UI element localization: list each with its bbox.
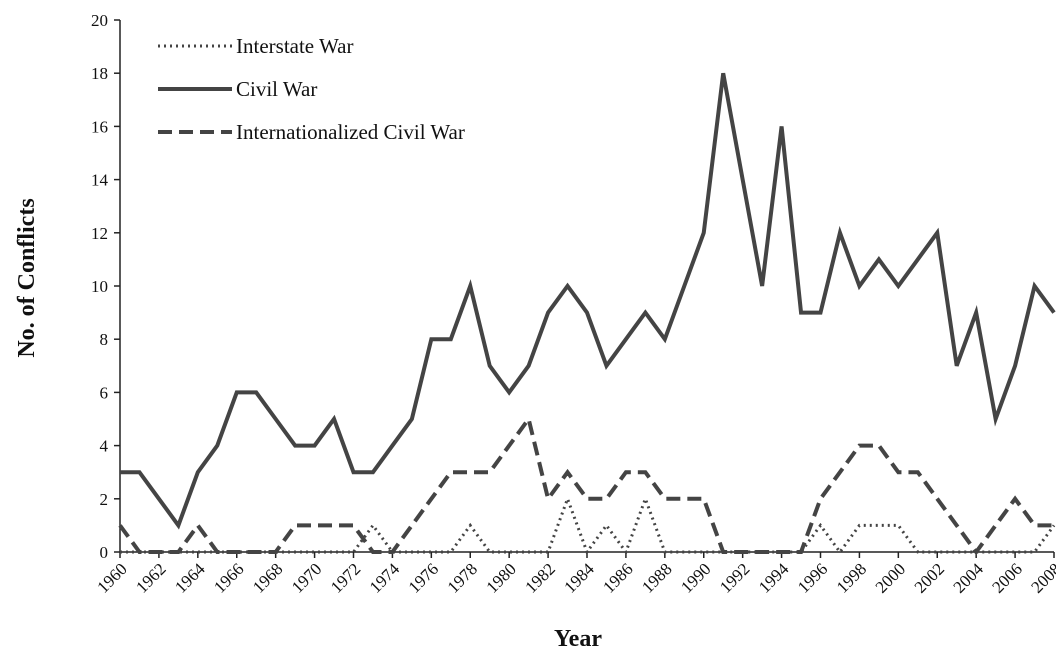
x-tick-label: 1992 (716, 559, 753, 596)
y-axis-title: No. of Conflicts (14, 198, 40, 357)
y-tick-label: 0 (100, 543, 109, 562)
y-tick-label: 2 (100, 490, 109, 509)
y-tick-label: 18 (91, 64, 108, 83)
x-tick-label: 2004 (950, 559, 988, 597)
legend-label: Internationalized Civil War (236, 120, 465, 144)
series-line (120, 72, 1056, 530)
x-tick-label: 2008 (1027, 559, 1056, 596)
x-tick-label: 1962 (132, 559, 169, 596)
x-tick-label: 1996 (794, 559, 831, 596)
x-tick-label: 1974 (366, 559, 404, 597)
y-tick-label: 12 (91, 224, 108, 243)
series-line (118, 414, 1054, 556)
x-tick-label: 1978 (444, 559, 481, 596)
x-tick-label: 1988 (638, 559, 675, 596)
x-tick-label: 1968 (249, 559, 286, 596)
y-tick-label: 14 (91, 171, 109, 190)
x-tick-label: 2006 (988, 559, 1025, 596)
x-tick-label: 1998 (833, 559, 870, 596)
x-tick-label: 1994 (755, 559, 793, 597)
legend-label: Interstate War (236, 34, 353, 58)
y-tick-label: 4 (100, 437, 109, 456)
x-tick-label: 1986 (599, 559, 636, 596)
legend-label: Civil War (236, 77, 317, 101)
x-tick-label: 1964 (171, 559, 209, 597)
x-tick-label: 1984 (560, 559, 598, 597)
x-tick-label: 1976 (405, 559, 442, 596)
y-tick-label: 10 (91, 277, 108, 296)
x-tick-label: 2002 (911, 559, 948, 596)
series-line (120, 494, 1056, 556)
y-tick-label: 20 (91, 11, 108, 30)
x-tick-label: 1982 (521, 559, 558, 596)
x-tick-label: 1960 (93, 559, 130, 596)
y-tick-label: 16 (91, 117, 108, 136)
x-tick-label: 1980 (483, 559, 520, 596)
y-tick-label: 8 (100, 330, 109, 349)
x-tick-label: 1970 (288, 559, 325, 596)
x-tick-label: 1966 (210, 559, 247, 596)
x-axis-title: Year (554, 626, 602, 652)
x-tick-label: 2000 (872, 559, 909, 596)
y-tick-label: 6 (100, 383, 109, 402)
x-tick-label: 1972 (327, 559, 364, 596)
x-tick-label: 1990 (677, 559, 714, 596)
